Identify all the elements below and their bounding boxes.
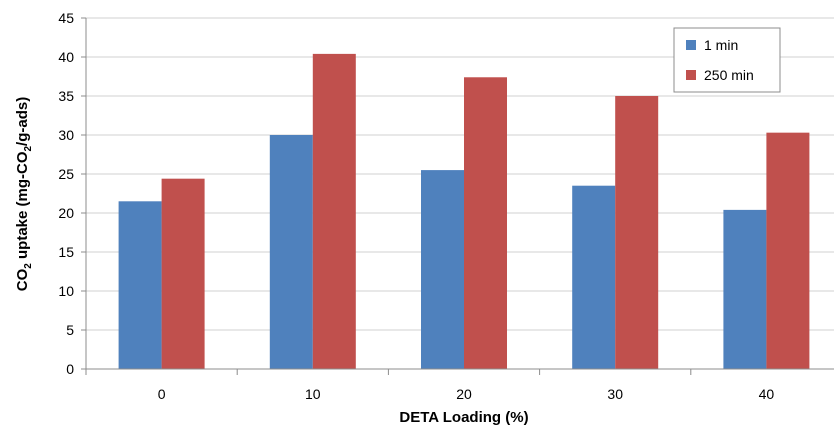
bar-1-min-10 xyxy=(269,135,313,369)
x-tick-label-40: 40 xyxy=(759,386,775,402)
legend-box xyxy=(673,27,781,93)
y-tick-labels: 0 5 10 15 20 25 30 35 40 45 xyxy=(58,10,86,377)
x-axis-title: DETA Loading (%) xyxy=(399,409,528,426)
legend-swatch-250-min xyxy=(686,70,696,80)
bar-250-min-40 xyxy=(766,132,810,369)
legend: 1 min 250 min xyxy=(673,27,781,93)
legend-swatch-1-min xyxy=(686,40,696,50)
y-axis-title-sub-2: 2 xyxy=(23,145,34,151)
y-axis-title-part-2: uptake (mg-CO xyxy=(14,151,31,263)
x-tick-label-30: 30 xyxy=(607,386,623,402)
x-tick-label-20: 20 xyxy=(456,386,472,402)
y-tick-label-35: 35 xyxy=(58,88,74,104)
y-tick-label-0: 0 xyxy=(66,361,74,377)
y-tick-label-20: 20 xyxy=(58,205,74,221)
y-tick-label-45: 45 xyxy=(58,10,74,26)
y-tick-label-15: 15 xyxy=(58,244,74,260)
bar-250-min-0 xyxy=(161,178,205,369)
bar-1-min-30 xyxy=(572,185,616,369)
bar-250-min-20 xyxy=(464,77,507,369)
y-axis-title-part-1: CO xyxy=(14,268,31,291)
bar-1-min-20 xyxy=(421,170,464,369)
y-tick-label-40: 40 xyxy=(58,49,74,65)
bars xyxy=(118,53,810,369)
y-axis-title-sub-1: 2 xyxy=(23,263,34,269)
y-tick-label-10: 10 xyxy=(58,283,74,299)
bar-250-min-10 xyxy=(312,53,356,369)
bar-1-min-0 xyxy=(118,201,162,369)
x-tick-label-10: 10 xyxy=(305,386,321,402)
y-tick-label-5: 5 xyxy=(66,322,74,338)
x-tick-label-0: 0 xyxy=(158,386,166,402)
bar-1-min-40 xyxy=(723,209,767,369)
y-axis-title-part-3: /g-ads) xyxy=(14,97,31,146)
axes xyxy=(85,18,834,370)
y-tick-label-30: 30 xyxy=(58,127,74,143)
legend-label-1-min: 1 min xyxy=(704,37,738,53)
x-tick-labels: 0 10 20 30 40 xyxy=(85,369,775,402)
y-axis-title: CO2 uptake (mg-CO2/g-ads) xyxy=(14,97,34,291)
legend-label-250-min: 250 min xyxy=(704,67,754,83)
bar-250-min-30 xyxy=(615,96,659,369)
y-tick-label-25: 25 xyxy=(58,166,74,182)
